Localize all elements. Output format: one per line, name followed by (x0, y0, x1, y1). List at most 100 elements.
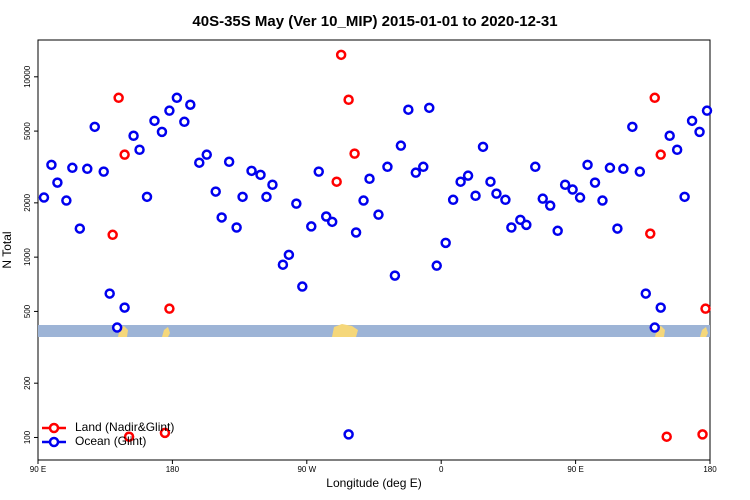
data-point (373, 209, 384, 220)
data-point (597, 195, 608, 206)
data-point (159, 427, 171, 439)
data-point (194, 157, 205, 168)
x-tick-label: 180 (703, 465, 717, 474)
data-point (331, 176, 342, 187)
data-point (701, 105, 713, 116)
data-point (52, 177, 63, 188)
data-point (649, 322, 660, 333)
x-tick-label: 0 (439, 465, 444, 474)
data-point (171, 92, 183, 104)
y-tick-label: 100 (23, 430, 32, 444)
data-point (671, 144, 683, 156)
data-point (382, 161, 393, 173)
data-point (477, 141, 489, 153)
data-point (141, 191, 153, 203)
data-point (700, 303, 711, 314)
y-tick-label: 200 (23, 376, 32, 390)
data-point (343, 429, 354, 440)
data-point (403, 104, 414, 115)
data-point (589, 177, 601, 188)
data-point (634, 166, 646, 177)
chart-title: 40S-35S May (Ver 10_MIP) 2015-01-01 to 2… (192, 13, 557, 30)
legend-marker (48, 436, 60, 448)
data-point (201, 149, 212, 160)
data-point (485, 176, 496, 187)
data-point (89, 121, 100, 133)
data-point (567, 184, 578, 195)
data-point (697, 429, 708, 440)
data-point (358, 195, 369, 206)
data-point (655, 302, 666, 313)
data-point (521, 219, 532, 231)
data-point (582, 159, 593, 171)
y-tick-label: 500 (23, 304, 32, 318)
data-point (104, 288, 115, 299)
y-axis-label: N Total (0, 231, 14, 268)
data-point (389, 270, 401, 281)
data-point (128, 130, 139, 142)
data-point (74, 223, 86, 234)
data-point (185, 99, 196, 110)
data-point (164, 105, 175, 116)
data-point (491, 188, 502, 199)
data-point (149, 115, 160, 127)
data-point (156, 126, 168, 138)
data-point (261, 191, 272, 203)
data-point (604, 162, 616, 174)
y-tick-label: 10000 (23, 65, 32, 88)
data-point (640, 288, 652, 299)
data-point (462, 170, 474, 181)
data-point (410, 167, 422, 178)
data-point (470, 190, 481, 201)
data-point (179, 116, 190, 128)
data-point (46, 159, 57, 171)
legend-marker (48, 422, 60, 434)
data-point (395, 140, 407, 151)
data-point (306, 221, 317, 232)
data-point (123, 431, 135, 442)
data-point (544, 200, 556, 211)
data-point (679, 191, 690, 203)
data-point (431, 260, 442, 271)
data-point (246, 165, 257, 177)
data-point (98, 166, 109, 177)
data-point (664, 130, 675, 142)
data-point (694, 126, 705, 138)
data-point (134, 144, 145, 156)
data-point (164, 303, 175, 314)
data-point (297, 281, 308, 292)
data-point (686, 115, 698, 127)
data-point (107, 229, 118, 241)
data-point (255, 169, 266, 181)
data-point (440, 237, 451, 249)
data-point (559, 179, 571, 191)
data-point (350, 227, 362, 238)
y-tick-label: 1000 (23, 248, 32, 266)
data-point (82, 163, 93, 175)
data-point (223, 156, 235, 168)
data-point (216, 212, 227, 223)
x-tick-label: 90 E (30, 465, 46, 474)
x-tick-label: 90 E (567, 465, 583, 474)
data-point (113, 92, 124, 104)
data-point (38, 192, 50, 203)
data-point (283, 249, 295, 261)
data-point (645, 228, 656, 239)
data-point (291, 198, 302, 209)
data-point (455, 176, 466, 187)
data-point (552, 225, 563, 237)
x-axis-label: Longitude (deg E) (326, 476, 421, 490)
data-point (364, 173, 375, 185)
data-point (612, 223, 623, 234)
y-tick-label: 5000 (23, 122, 32, 140)
data-point (231, 222, 242, 233)
data-point (111, 322, 123, 333)
data-point (210, 186, 221, 197)
data-point (326, 216, 338, 228)
data-point (349, 148, 360, 159)
data-point (530, 161, 541, 173)
data-point (424, 102, 435, 114)
data-point (343, 94, 354, 106)
data-point (655, 149, 666, 160)
